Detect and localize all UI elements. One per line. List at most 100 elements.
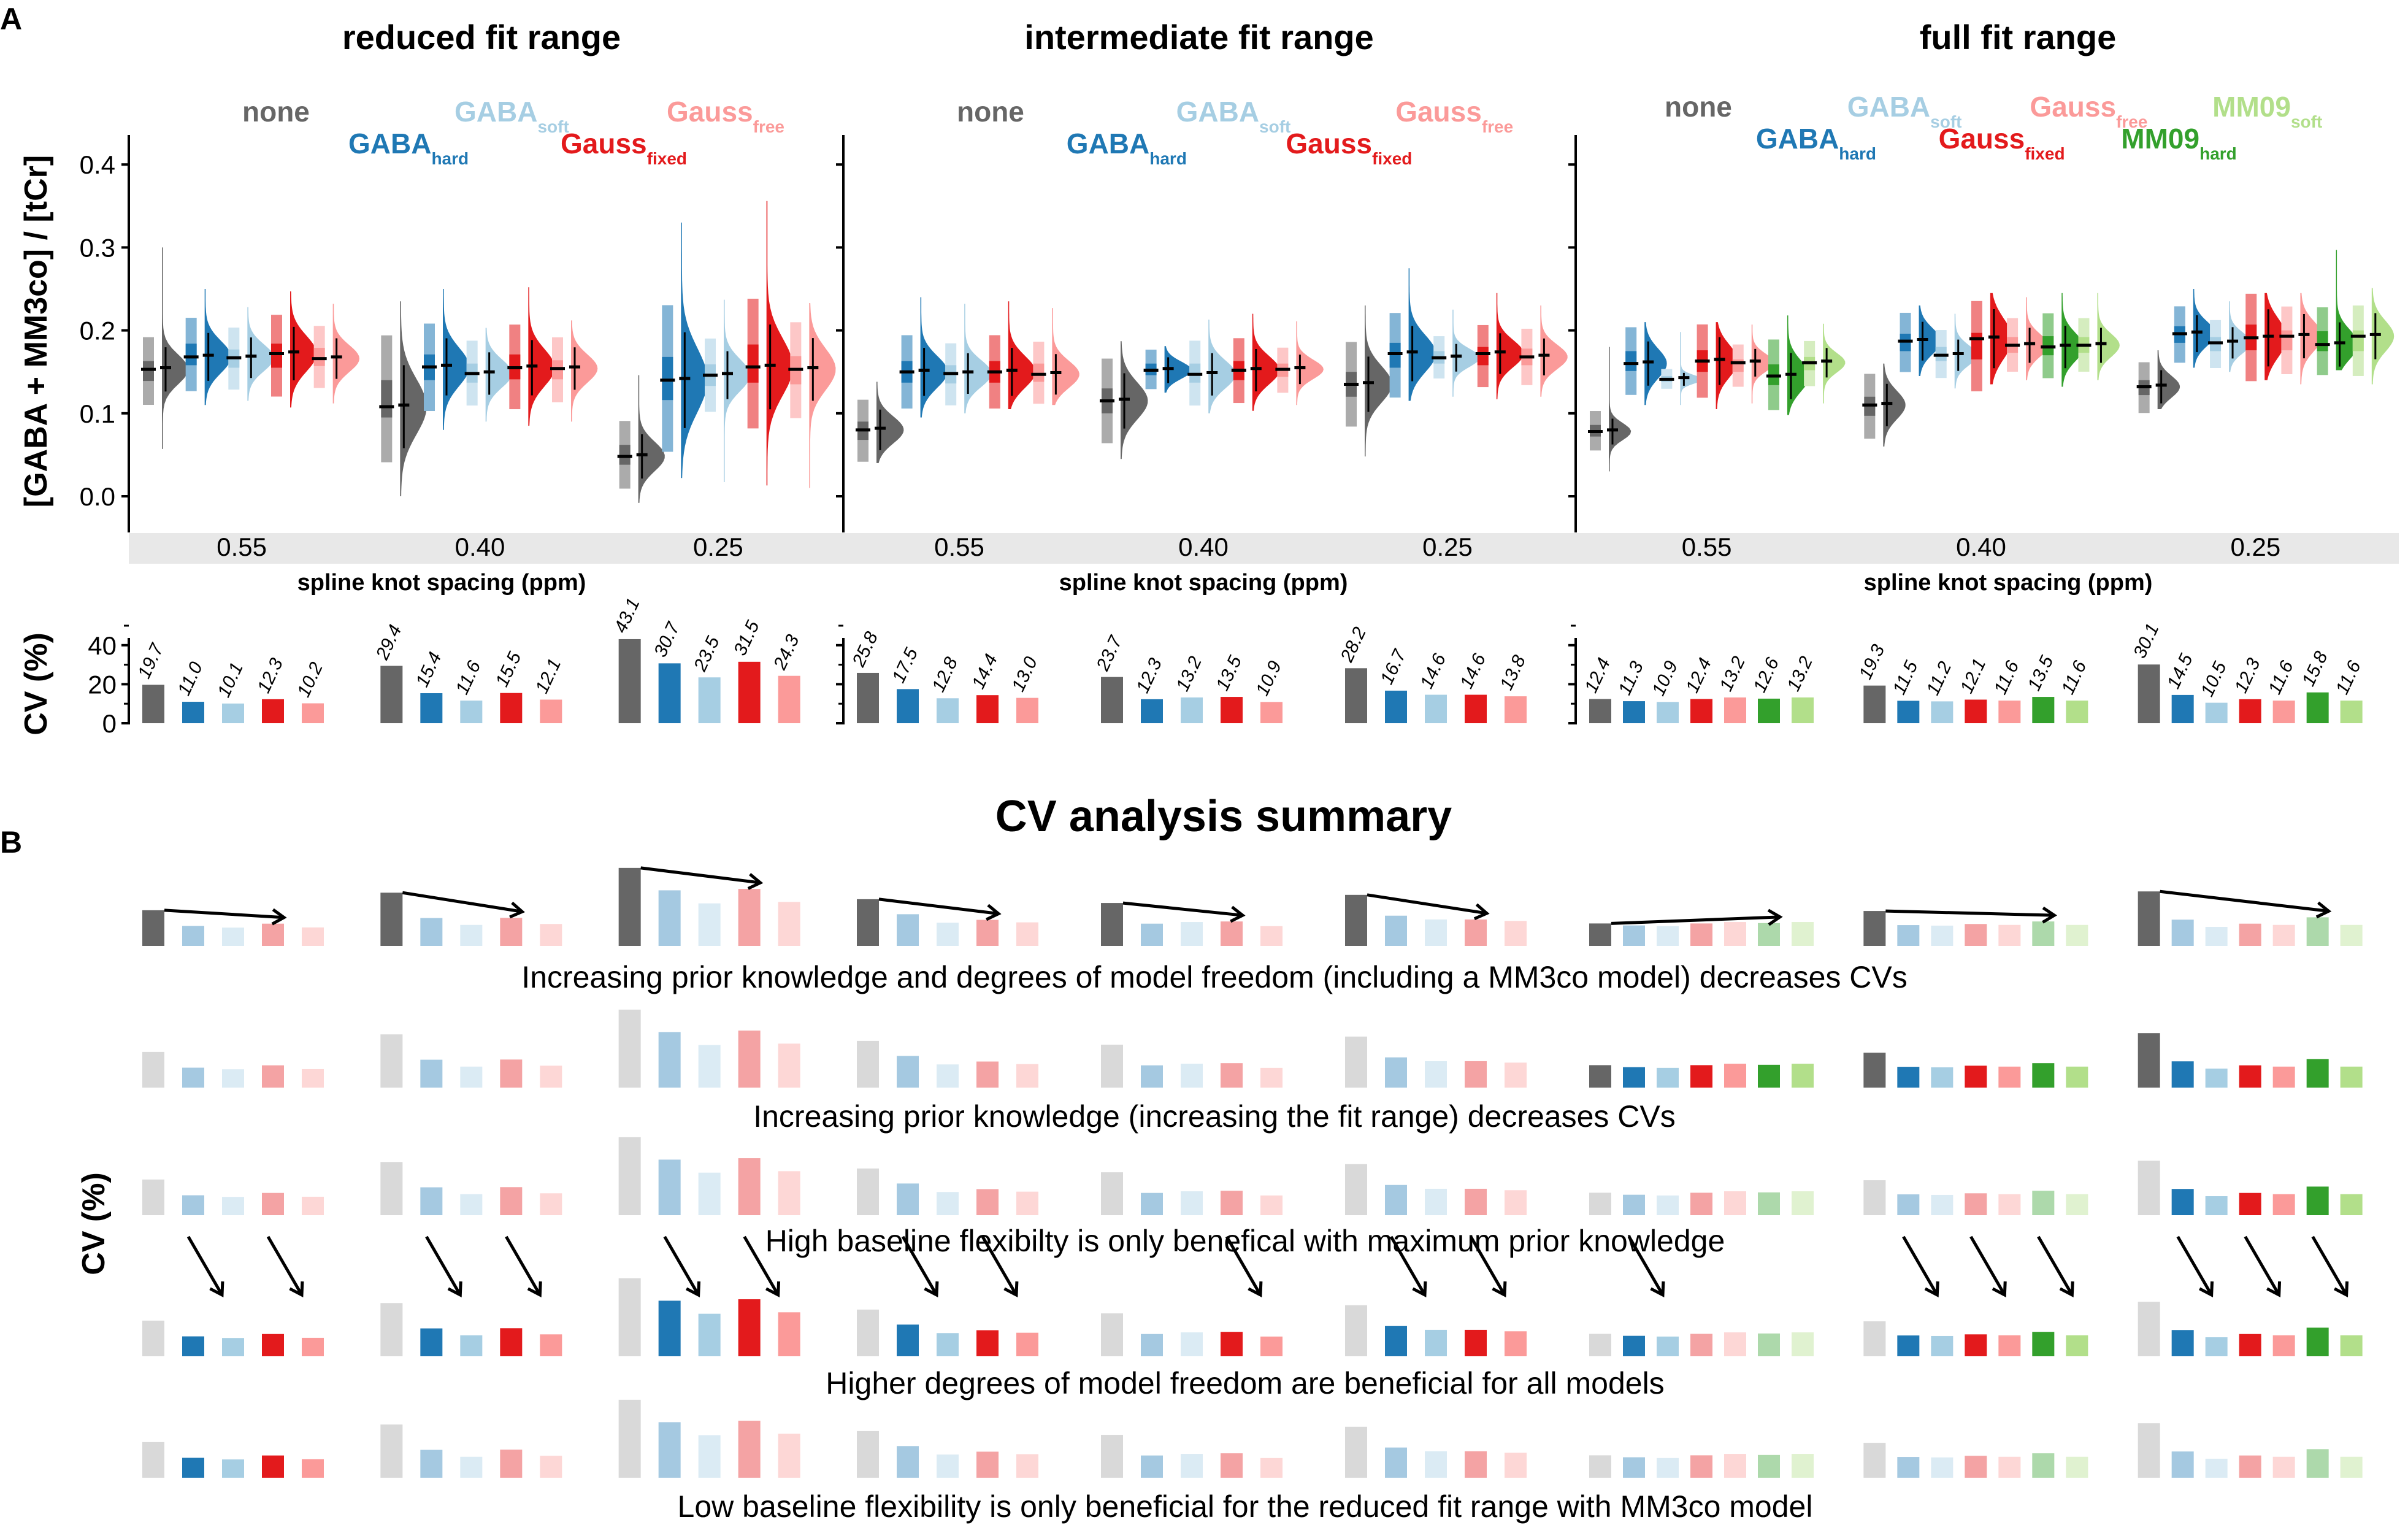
pair-arrow-shaft bbox=[1225, 1235, 1262, 1296]
cv-value-label: 28.2 bbox=[1336, 624, 1370, 666]
pair-arrow-shaft bbox=[2176, 1235, 2213, 1296]
violin-gaba_hard bbox=[1164, 346, 1192, 393]
violin-gauss_free bbox=[332, 304, 359, 404]
y-tick-label: 0.2 bbox=[80, 317, 115, 345]
trend-arrow-shaft bbox=[402, 891, 523, 913]
summary-bar-gauss_free bbox=[1724, 1332, 1746, 1356]
interval-bar-inner bbox=[381, 380, 393, 418]
summary-bar-gaba_hard bbox=[2171, 1330, 2194, 1356]
y-tick-label: 0.1 bbox=[80, 399, 115, 428]
interval-bar-inner bbox=[1625, 351, 1637, 371]
summary-bar-none bbox=[1589, 1455, 1611, 1478]
summary-bar-none bbox=[380, 893, 403, 946]
summary-bar-gauss_free bbox=[1016, 1191, 1038, 1215]
violin-gauss_free bbox=[1052, 308, 1079, 405]
summary-bar-gaba_soft bbox=[460, 1194, 483, 1215]
summary-bar-gauss_free bbox=[1724, 922, 1746, 946]
summary-bar-gauss_free bbox=[302, 927, 324, 946]
cv-value-label: 11.5 bbox=[1889, 658, 1922, 697]
summary-row-5 bbox=[142, 1399, 2363, 1478]
summary-bar-gauss_fixed bbox=[738, 1299, 761, 1356]
violin-gauss_fixed bbox=[2264, 293, 2287, 380]
cv-value-label: 31.5 bbox=[730, 618, 764, 659]
cv-bar-none bbox=[380, 666, 403, 723]
summary-bar-gaba_hard bbox=[897, 1446, 919, 1478]
cv-bar-gaba_hard bbox=[1141, 699, 1163, 723]
summary-bar-gauss_fixed bbox=[976, 1189, 999, 1215]
summary-bar-none bbox=[1589, 1065, 1611, 1088]
cv-value-label: 15.5 bbox=[492, 649, 526, 690]
summary-bar-mm09_soft bbox=[2340, 924, 2363, 946]
summary-bar-none bbox=[618, 1278, 641, 1356]
summary-bar-gauss_free bbox=[302, 1069, 324, 1088]
summary-bar-gaba_soft bbox=[460, 924, 483, 946]
summary-bar-mm09_soft bbox=[1792, 922, 1814, 946]
cv-value-label: 15.8 bbox=[2298, 648, 2332, 689]
pair-arrow-head bbox=[2266, 1281, 2282, 1298]
summary-bar-gauss_free bbox=[540, 1456, 562, 1478]
y-tick-label: 0.0 bbox=[80, 482, 115, 511]
cv-bar-gaba_hard bbox=[1385, 690, 1407, 723]
summary-bar-none bbox=[1345, 894, 1367, 946]
legend-item-gauss_free: Gaussfree bbox=[1395, 96, 1513, 136]
summary-bar-gaba_hard bbox=[420, 1450, 443, 1478]
pair-arrow-shaft bbox=[663, 1235, 700, 1296]
knot-spacing-label: 0.55 bbox=[934, 532, 984, 561]
summary-bar-gaba_hard bbox=[420, 1187, 443, 1215]
cv-bar-gauss_free bbox=[1998, 701, 2021, 723]
summary-bar-gauss_free bbox=[1016, 1332, 1038, 1356]
violin-gaba_hard bbox=[1919, 305, 1941, 376]
cv-value-label: 10.1 bbox=[213, 659, 247, 701]
summary-bar-mm09_soft bbox=[1792, 1454, 1814, 1478]
summary-bar-none bbox=[1863, 911, 1886, 946]
violin-none bbox=[638, 375, 665, 503]
summary-bar-mm09_soft bbox=[2066, 1335, 2088, 1356]
summary-bar-none bbox=[1345, 1036, 1367, 1088]
violin-gaba_soft bbox=[1954, 313, 1977, 389]
violin-gauss_free bbox=[2300, 293, 2323, 385]
pair-arrow-head bbox=[289, 1281, 304, 1298]
summary-bar-gauss_free bbox=[1505, 1062, 1527, 1088]
summary-bar-mm09_soft bbox=[2340, 1456, 2363, 1478]
summary-bar-gaba_soft bbox=[1931, 1335, 1954, 1356]
cv-value-label: 12.3 bbox=[1132, 655, 1166, 696]
summary-bar-gauss_free bbox=[1998, 1335, 2021, 1356]
summary-bar-mm09_soft bbox=[1792, 1064, 1814, 1088]
legend-item-gaba_soft: GABAsoft bbox=[454, 96, 569, 136]
violin-gaba_soft bbox=[964, 304, 992, 413]
trend-arrow-shaft bbox=[1122, 901, 1243, 917]
summary-bar-none bbox=[1345, 1164, 1367, 1215]
summary-bar-gauss_free bbox=[302, 1196, 324, 1215]
cv-value-label: 11.2 bbox=[1923, 658, 1956, 698]
cv-value-label: 13.2 bbox=[1172, 653, 1206, 694]
violin-mm09_soft bbox=[2097, 293, 2120, 380]
legend-item-gaba_hard: GABAhard bbox=[1756, 123, 1876, 163]
pair-arrow-shaft bbox=[186, 1235, 224, 1296]
cv-value-label: 10.5 bbox=[2197, 658, 2231, 699]
summary-caption-3: High baseline flexibilty is only benefic… bbox=[765, 1224, 1725, 1258]
summary-bar-gaba_hard bbox=[897, 914, 919, 946]
violin-none bbox=[400, 301, 427, 496]
pair-arrow-shaft bbox=[266, 1235, 304, 1296]
summary-bar-gaba_hard bbox=[1385, 1185, 1407, 1215]
summary-bar-mm09_soft bbox=[2340, 1194, 2363, 1215]
summary-bar-gauss_free bbox=[778, 902, 800, 946]
summary-bar-gaba_hard bbox=[1897, 1067, 1920, 1088]
summary-bar-gauss_fixed bbox=[1690, 1192, 1712, 1215]
cv-value-label: 12.1 bbox=[532, 656, 566, 697]
legend-item-gaba_soft: GABAsoft bbox=[1176, 96, 1291, 136]
violin-none bbox=[1609, 347, 1632, 472]
trend-arrow-shaft bbox=[1885, 909, 2055, 917]
cv-bar-gaba_hard bbox=[2171, 694, 2194, 723]
summary-bar-mm09_soft bbox=[1792, 1332, 1814, 1356]
summary-bar-none bbox=[618, 1009, 641, 1088]
summary-bar-gaba_hard bbox=[658, 890, 681, 946]
cv-value-label: 19.7 bbox=[134, 640, 167, 682]
summary-row-1 bbox=[142, 866, 2363, 946]
legend-label: none bbox=[1665, 91, 1732, 123]
summary-bar-gauss_free bbox=[2272, 1456, 2295, 1478]
summary-bar-none bbox=[1589, 923, 1611, 946]
summary-bar-none bbox=[2138, 1302, 2160, 1356]
interval-bar-inner bbox=[2317, 331, 2328, 351]
legend-label: GABAsoft bbox=[1176, 96, 1291, 136]
